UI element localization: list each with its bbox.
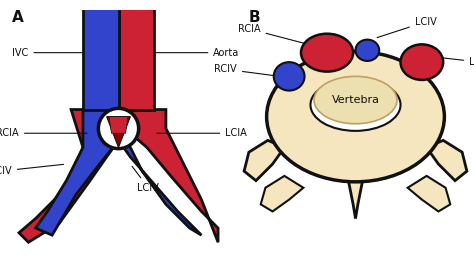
Text: B: B [249,10,261,25]
Text: IVC: IVC [12,48,92,58]
Ellipse shape [273,62,304,90]
Text: LCIV: LCIV [377,17,437,38]
Text: RCIA: RCIA [238,24,310,45]
Polygon shape [346,169,365,218]
Text: RCIA: RCIA [0,128,87,138]
Text: Vertebra: Vertebra [331,95,380,105]
Polygon shape [118,124,201,235]
Text: Aorta: Aorta [140,48,239,58]
Polygon shape [19,109,118,242]
Text: LCIA: LCIA [157,128,247,138]
Ellipse shape [301,34,353,72]
Polygon shape [36,109,118,235]
Polygon shape [261,176,303,212]
Ellipse shape [314,76,397,124]
Ellipse shape [310,79,401,131]
Ellipse shape [356,40,379,61]
Polygon shape [107,117,130,148]
Text: LCIV: LCIV [132,166,159,193]
Text: A: A [12,10,24,25]
Text: LCIA: LCIA [441,57,474,67]
Text: RCIV: RCIV [214,64,277,76]
Text: RCIV: RCIV [0,164,64,176]
Circle shape [99,108,138,149]
Polygon shape [118,109,218,242]
Polygon shape [408,176,450,212]
Polygon shape [109,117,128,133]
Polygon shape [427,140,467,181]
Polygon shape [244,140,284,181]
Ellipse shape [401,44,443,80]
Polygon shape [83,5,118,109]
Polygon shape [118,5,154,109]
Ellipse shape [266,51,444,182]
